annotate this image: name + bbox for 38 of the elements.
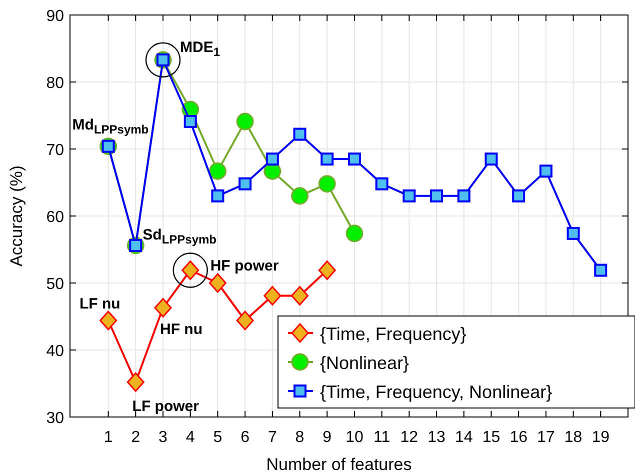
x-tick-label: 12 bbox=[400, 429, 418, 446]
x-tick-label: 11 bbox=[374, 429, 390, 446]
y-tick-label: 90 bbox=[46, 8, 64, 25]
x-tick-label: 18 bbox=[564, 429, 582, 446]
annotation: LF power bbox=[132, 398, 200, 416]
x-tick-label: 15 bbox=[482, 429, 500, 446]
legend-label: {Nonlinear} bbox=[320, 353, 410, 373]
y-tick-label: 60 bbox=[46, 209, 64, 226]
annotation: Sd$_{LPPsymb}$ bbox=[142, 226, 217, 247]
x-tick-label: 9 bbox=[322, 429, 332, 446]
annotation: Md$_{LPPsymb}$ bbox=[72, 116, 149, 137]
x-axis-title: Number of features bbox=[266, 455, 412, 474]
x-tick-label: 8 bbox=[295, 429, 304, 446]
y-tick-label: 70 bbox=[46, 142, 64, 159]
y-tick-label: 50 bbox=[46, 276, 64, 293]
x-tick-label: 3 bbox=[158, 429, 168, 446]
y-tick-label: 40 bbox=[46, 343, 64, 360]
annotation: LF nu bbox=[79, 296, 120, 313]
x-tick-label: 5 bbox=[213, 429, 222, 446]
x-tick-label: 13 bbox=[428, 429, 446, 446]
x-tick-label: 16 bbox=[510, 429, 528, 446]
y-tick-label: 80 bbox=[46, 75, 64, 92]
legend-label: {Time, Frequency} bbox=[320, 324, 466, 344]
x-tick-label: 1 bbox=[104, 429, 113, 446]
x-tick-label: 6 bbox=[240, 429, 250, 446]
x-tick-label: 10 bbox=[346, 429, 364, 446]
x-tick-label: 4 bbox=[186, 429, 195, 446]
annotation: HF nu bbox=[160, 320, 202, 338]
x-tick-label: 14 bbox=[454, 429, 473, 446]
annotation: HF power bbox=[210, 257, 279, 274]
annotation: MDE$_{1}$ bbox=[180, 38, 220, 60]
x-tick-label: 2 bbox=[131, 429, 140, 446]
legend-label: {Time, Frequency, Nonlinear} bbox=[320, 382, 552, 402]
y-tick-label: 30 bbox=[46, 410, 64, 427]
y-axis-title: Accuracy (%) bbox=[7, 165, 26, 267]
x-tick-label: 17 bbox=[537, 429, 555, 446]
x-tick-label: 19 bbox=[592, 429, 610, 446]
x-tick-label: 7 bbox=[268, 429, 277, 446]
